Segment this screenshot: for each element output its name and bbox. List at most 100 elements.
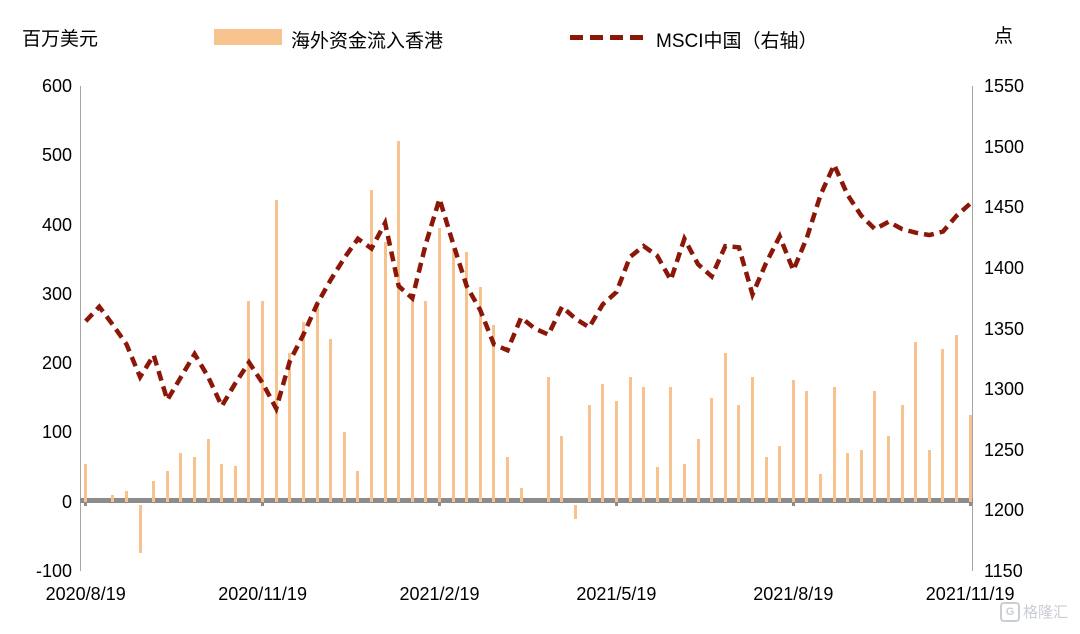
bar bbox=[492, 325, 496, 502]
bar bbox=[873, 390, 877, 502]
bar bbox=[914, 342, 918, 502]
right-axis-tick-label: 1550 bbox=[984, 76, 1025, 96]
bar bbox=[859, 449, 863, 502]
left-axis-tick-label: 500 bbox=[41, 145, 72, 166]
bar bbox=[832, 387, 836, 502]
legend-bar-label: 海外资金流入香港 bbox=[291, 31, 444, 52]
right-axis-tick-label: 1450 bbox=[984, 197, 1025, 218]
bar bbox=[111, 495, 115, 502]
bar bbox=[574, 504, 578, 519]
legend-line-label: MSCI中国（右轴） bbox=[656, 31, 818, 52]
left-axis-tick-label: 200 bbox=[41, 353, 72, 374]
right-axis-tick-label: 1500 bbox=[984, 136, 1025, 157]
bar bbox=[451, 248, 455, 502]
right-axis-tick-label: 1150 bbox=[984, 561, 1023, 581]
bar bbox=[233, 465, 237, 502]
bar bbox=[941, 349, 945, 502]
bar bbox=[125, 490, 129, 502]
bar bbox=[138, 504, 142, 554]
bar bbox=[655, 467, 659, 502]
bar bbox=[710, 397, 714, 502]
bar bbox=[642, 387, 646, 502]
line-series bbox=[84, 159, 972, 415]
bar bbox=[329, 338, 333, 502]
bar bbox=[193, 456, 197, 502]
bar bbox=[288, 352, 292, 502]
x-axis-tick-label: 2021/11/19 bbox=[925, 584, 1015, 604]
bar bbox=[723, 352, 727, 502]
bar bbox=[206, 439, 210, 502]
bar bbox=[737, 404, 741, 502]
bar bbox=[220, 463, 224, 502]
bar bbox=[628, 377, 632, 502]
watermark-text: 格隆汇 bbox=[1023, 604, 1069, 621]
right-axis-tick-label: 1300 bbox=[984, 379, 1025, 400]
bar bbox=[465, 252, 469, 502]
bar bbox=[560, 435, 564, 502]
bar bbox=[519, 487, 523, 502]
watermark-logo-icon: G bbox=[1000, 601, 1020, 622]
right-axis-tick-label: 1200 bbox=[984, 500, 1025, 521]
right-axis-title: 点 bbox=[994, 26, 1014, 47]
bar bbox=[601, 383, 605, 502]
left-axis-tick-label: 300 bbox=[41, 283, 72, 304]
left-axis-tick-label: 600 bbox=[41, 76, 72, 96]
right-axis-tick-label: 1250 bbox=[984, 439, 1025, 460]
bar bbox=[397, 141, 401, 502]
bar bbox=[819, 474, 822, 502]
bar bbox=[506, 456, 510, 502]
bar bbox=[261, 300, 265, 502]
bar bbox=[587, 404, 591, 502]
bar bbox=[669, 387, 673, 502]
bar bbox=[179, 453, 183, 502]
bar bbox=[342, 432, 346, 502]
bar bbox=[369, 189, 373, 502]
bar bbox=[165, 470, 169, 502]
bar bbox=[900, 404, 904, 502]
x-axis-tick-label: 2021/5/19 bbox=[576, 584, 657, 604]
bar bbox=[955, 335, 959, 502]
x-axis-tick-label: 2021/8/19 bbox=[753, 584, 834, 604]
bar bbox=[247, 300, 251, 502]
watermark: G 格隆汇 bbox=[1000, 601, 1068, 622]
x-axis-tick-label: 2020/8/19 bbox=[45, 584, 126, 604]
right-axis-tick-label: 1400 bbox=[984, 257, 1025, 278]
bar bbox=[152, 480, 156, 502]
bar bbox=[846, 453, 850, 502]
zero-axis-line bbox=[80, 498, 973, 503]
bar bbox=[424, 300, 428, 502]
right-axis-tick-label: 1350 bbox=[984, 318, 1025, 339]
bar bbox=[968, 415, 972, 502]
left-axis-tick-label: -100 bbox=[35, 561, 72, 581]
bar bbox=[301, 321, 305, 502]
left-axis-tick-label: 0 bbox=[61, 491, 72, 512]
bar bbox=[791, 380, 795, 502]
legend-line-swatch-icon bbox=[570, 35, 644, 40]
bar bbox=[614, 401, 618, 502]
bar bbox=[750, 377, 754, 502]
bar bbox=[682, 463, 686, 502]
right-axis-line bbox=[972, 86, 973, 571]
bar bbox=[764, 456, 768, 502]
bar bbox=[410, 293, 414, 502]
bar bbox=[84, 463, 88, 502]
left-axis-tick-label: 400 bbox=[41, 214, 72, 235]
bar bbox=[315, 300, 319, 502]
bar bbox=[927, 449, 931, 502]
bar bbox=[887, 435, 891, 502]
x-axis-tick-label: 2021/2/19 bbox=[399, 584, 480, 604]
left-axis-title: 百万美元 bbox=[22, 29, 99, 50]
bar bbox=[383, 241, 387, 502]
bar bbox=[805, 390, 809, 502]
bar bbox=[546, 377, 550, 502]
bar bbox=[356, 470, 360, 502]
bar bbox=[696, 439, 700, 502]
left-axis-line bbox=[80, 86, 81, 571]
bar bbox=[478, 286, 482, 502]
x-axis-tick-label: 2020/11/19 bbox=[218, 584, 307, 604]
bar bbox=[274, 200, 278, 502]
legend-bar-swatch bbox=[214, 29, 282, 45]
msci-line-path bbox=[84, 159, 972, 415]
bar bbox=[778, 446, 782, 502]
